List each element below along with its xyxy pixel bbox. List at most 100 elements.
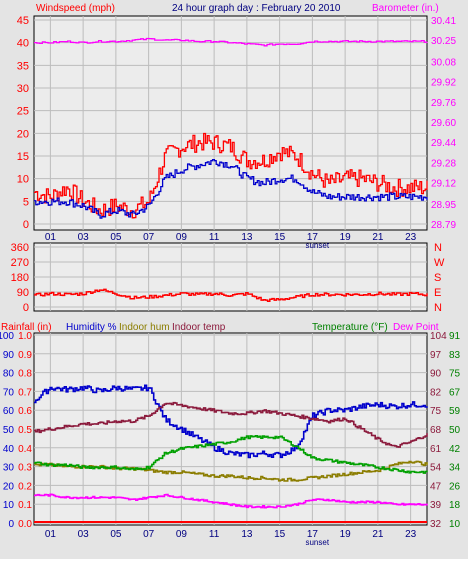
- sunset-label: sunset: [305, 241, 329, 250]
- indoor-temp-y-tick-label: 54: [430, 463, 442, 474]
- x-tick-label: 23: [405, 232, 417, 243]
- rain-y-tick-label: 0.8: [18, 369, 32, 380]
- humidity-y-tick-label: 30: [3, 463, 15, 474]
- temp-y-tick-label: 67: [449, 387, 461, 398]
- wind-y-tick-label: 30: [17, 83, 29, 95]
- temp-y-tick-label: 26: [449, 481, 461, 492]
- barometer-y-tick-label: 29.12: [431, 178, 456, 189]
- indoor-temp-y-tick-label: 68: [430, 425, 442, 436]
- humidity-y-tick-label: 50: [3, 425, 15, 436]
- x-tick-label: 17: [307, 529, 319, 540]
- x-tick-label: 07: [143, 529, 155, 540]
- barometer-y-tick-label: 30.41: [431, 16, 456, 27]
- x-tick-label: 13: [241, 529, 253, 540]
- rainfall-axis-title: Rainfall (in): [1, 322, 52, 333]
- series-line-0: [34, 132, 428, 219]
- temp-y-tick-label: 42: [449, 444, 461, 455]
- wind-y-tick-label: 5: [23, 196, 29, 208]
- direction-y-tick-label: 180: [11, 272, 29, 284]
- x-tick-label: 11: [209, 529, 220, 540]
- humidity-y-tick-label: 80: [3, 369, 15, 380]
- windspeed-axis-title: Windspeed (mph): [36, 3, 115, 14]
- rain-y-tick-label: 0.1: [18, 500, 32, 511]
- barometer-axis-title: Barometer (in.): [372, 3, 439, 14]
- temp-y-tick-label: 18: [449, 500, 461, 511]
- wind-y-tick-label: 20: [17, 128, 29, 140]
- direction-grid: [34, 243, 427, 311]
- barometer-y-tick-label: 29.28: [431, 158, 456, 169]
- x-tick-label: 23: [405, 529, 417, 540]
- temp-y-tick-label: 75: [449, 369, 461, 380]
- compass-tick-label: E: [434, 287, 441, 299]
- x-tick-label: 09: [176, 232, 188, 243]
- rain-y-tick-label: 0.3: [18, 463, 32, 474]
- humidity-y-tick-label: 40: [3, 444, 15, 455]
- x-tick-label: 07: [143, 232, 155, 243]
- temp-y-tick-label: 59: [449, 406, 461, 417]
- x-tick-label: 05: [110, 529, 122, 540]
- direction-y-tick-label: 90: [17, 287, 29, 299]
- barometer-y-tick-label: 30.08: [431, 58, 456, 69]
- rain-y-tick-label: 0.6: [18, 406, 32, 417]
- humidity-y-tick-label: 100: [0, 331, 14, 342]
- rain-y-tick-label: 0.5: [18, 425, 32, 436]
- x-tick-label: 03: [78, 529, 90, 540]
- barometer-y-tick-label: 29.44: [431, 138, 456, 149]
- direction-y-tick-label: 360: [11, 242, 29, 254]
- wind-y-tick-label: 45: [17, 15, 29, 27]
- x-tick-label: 05: [110, 232, 122, 243]
- climate-series-line-0: [34, 384, 428, 459]
- chart-title: 24 hour graph day : February 20 2010: [172, 3, 341, 14]
- wind-direction-line: [34, 288, 428, 303]
- indoor-temp-y-tick-label: 47: [430, 481, 442, 492]
- temperature-axis-title: Temperature (°F): [312, 322, 388, 333]
- rain-y-tick-label: 0.4: [18, 444, 32, 455]
- x-tick-label: 01: [45, 529, 57, 540]
- indoor-temp-y-tick-label: 61: [430, 444, 442, 455]
- dewpoint-axis-title: Dew Point: [393, 322, 439, 333]
- indoor-temp-y-tick-label: 39: [430, 500, 442, 511]
- rain-y-tick-label: 0.0: [18, 519, 32, 530]
- temp-y-tick-label: 91: [449, 331, 461, 342]
- rain-y-tick-label: 0.9: [18, 350, 32, 361]
- indoor-temp-y-tick-label: 90: [430, 369, 442, 380]
- x-tick-label: 15: [274, 232, 286, 243]
- x-tick-label: 03: [78, 232, 90, 243]
- temp-y-tick-label: 50: [449, 425, 461, 436]
- humidity-y-tick-label: 70: [3, 387, 15, 398]
- humidity-y-tick-label: 90: [3, 350, 15, 361]
- humidity-y-tick-label: 10: [3, 500, 15, 511]
- barometer-y-tick-label: 28.79: [431, 220, 456, 231]
- rain-y-tick-label: 1.0: [18, 331, 32, 342]
- climate-series-line-3: [34, 435, 428, 474]
- wind-panel: [33, 15, 428, 231]
- indoor-hum-axis-title: Indoor hum: [119, 322, 170, 333]
- series-line-2: [34, 37, 428, 47]
- climate-series-line-4: [34, 493, 428, 509]
- humidity-axis-title: Humidity %: [66, 322, 117, 333]
- indoor-temp-y-tick-label: 75: [430, 406, 442, 417]
- wind-y-tick-label: 25: [17, 106, 29, 118]
- barometer-y-tick-label: 29.76: [431, 98, 456, 109]
- x-tick-label: 15: [274, 529, 286, 540]
- barometer-y-tick-label: 29.92: [431, 78, 456, 89]
- indoor-temp-y-tick-label: 97: [430, 350, 442, 361]
- wind-y-tick-label: 10: [17, 174, 29, 186]
- humidity-y-tick-label: 0: [8, 519, 14, 530]
- humidity-y-tick-label: 20: [3, 481, 15, 492]
- barometer-y-tick-label: 29.60: [431, 118, 456, 129]
- temp-y-tick-label: 34: [449, 463, 461, 474]
- series-line-1: [34, 158, 428, 219]
- rain-y-tick-label: 0.7: [18, 387, 32, 398]
- indoor-temp-y-tick-label: 82: [430, 387, 442, 398]
- x-tick-label: 21: [372, 529, 384, 540]
- compass-tick-label: N: [434, 242, 442, 254]
- temp-y-tick-label: 10: [449, 519, 461, 530]
- x-tick-label: 19: [340, 529, 352, 540]
- x-tick-label: 01: [45, 232, 57, 243]
- x-tick-label: 19: [340, 232, 352, 243]
- humidity-y-tick-label: 60: [3, 406, 15, 417]
